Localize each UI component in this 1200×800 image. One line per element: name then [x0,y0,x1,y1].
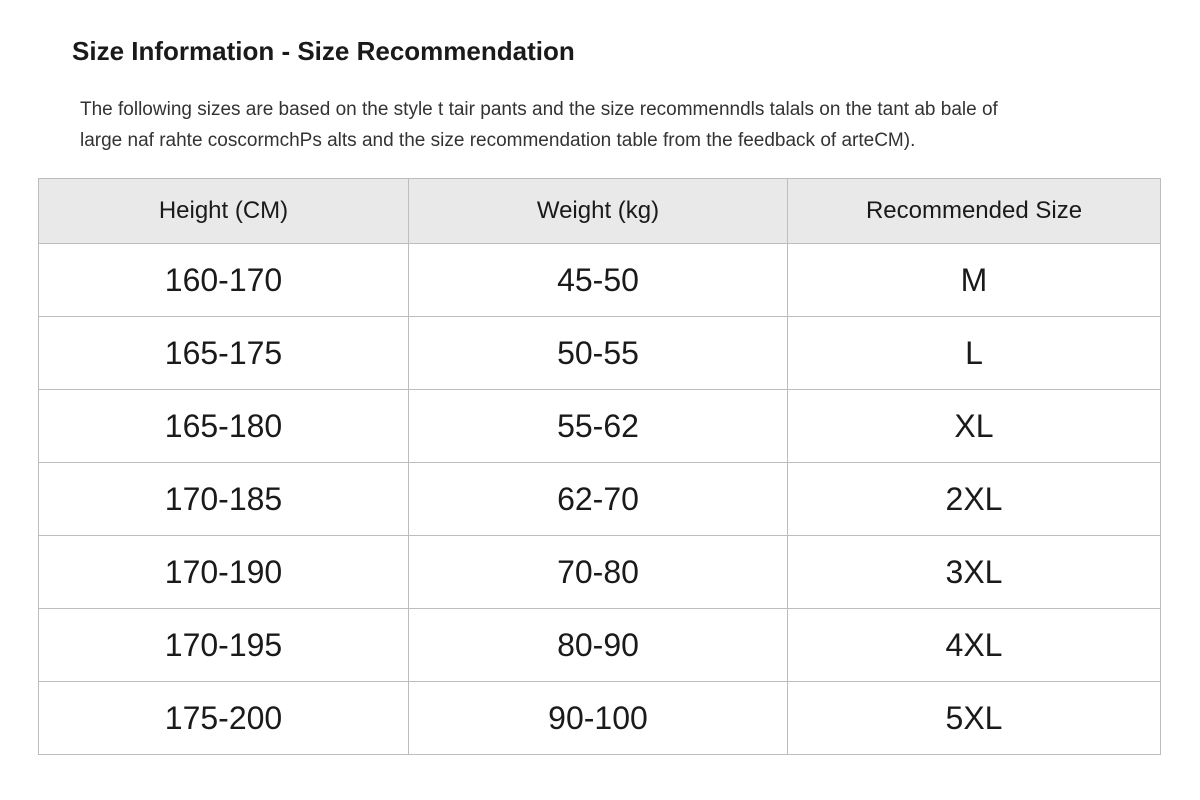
table-cell: 175-200 [38,681,409,755]
table-cell: 170-185 [38,462,409,536]
table-cell: 90-100 [408,681,788,755]
table-row: 165-175 50-55 L [38,316,1161,390]
table-row: 170-185 62-70 2XL [38,462,1161,536]
column-header: Recommended Size [787,178,1161,244]
table-cell: 45-50 [408,243,788,317]
table-cell: 170-190 [38,535,409,609]
table-body: 160-170 45-50 M 165-175 50-55 L 165-180 55-62 XL… [38,243,1161,755]
table-cell: 5XL [787,681,1161,755]
table-cell: 160-170 [38,243,409,317]
table-cell: 80-90 [408,608,788,682]
size-table: Height (CM) Weight (kg) Recommended Size 1… [38,178,1161,755]
table-cell: M [787,243,1161,317]
table-row: 170-195 80-90 4XL [38,608,1161,682]
table-cell: 70-80 [408,535,788,609]
table-cell: 165-180 [38,389,409,463]
header-row: Height (CM) Weight (kg) Recommended Size [38,178,1161,244]
page-title: Size Information - Size Recommendation [72,36,575,66]
table-row: 170-190 70-80 3XL [38,535,1161,609]
intro-line: large naf rahte coscormchPs alts and the… [80,130,916,151]
table-cell: 2XL [787,462,1161,536]
table-row: 165-180 55-62 XL [38,389,1161,463]
intro-text: The following sizes are based on the sty… [80,94,998,156]
table-row: 160-170 45-50 M [38,243,1161,317]
column-header: Height (CM) [38,178,409,244]
table-cell: 170-195 [38,608,409,682]
table-cell: 50-55 [408,316,788,390]
table-row: 175-200 90-100 5XL [38,681,1161,755]
table-cell: 55-62 [408,389,788,463]
table-cell: L [787,316,1161,390]
table-cell: XL [787,389,1161,463]
intro-line: The following sizes are based on the sty… [80,99,998,120]
table-cell: 165-175 [38,316,409,390]
table-cell: 62-70 [408,462,788,536]
table-cell: 4XL [787,608,1161,682]
table-cell: 3XL [787,535,1161,609]
column-header: Weight (kg) [408,178,788,244]
